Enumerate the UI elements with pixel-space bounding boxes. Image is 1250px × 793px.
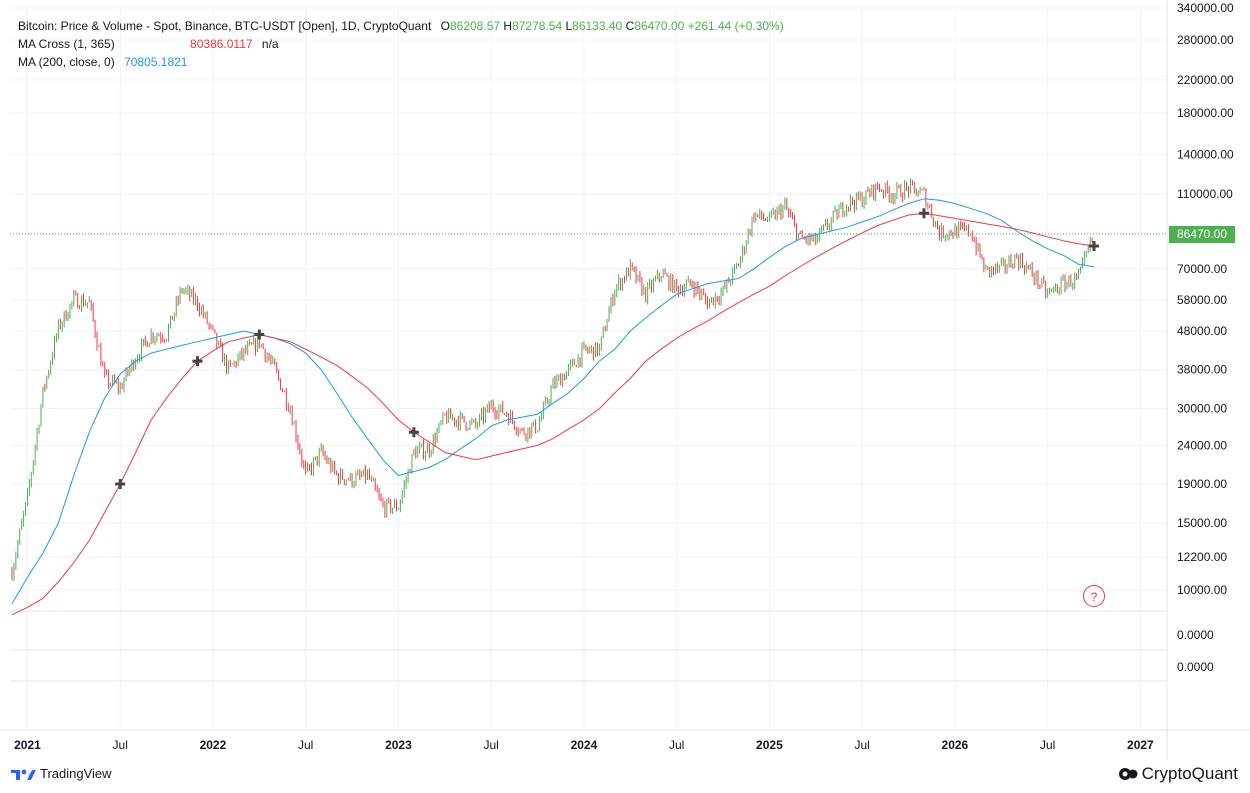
x-tick-label: 2023 (385, 738, 412, 752)
x-tick-label: 2025 (756, 738, 783, 752)
y-tick-label: 70000.00 (1177, 262, 1227, 276)
sub-pane-tick-label: 0.0000 (1177, 660, 1214, 674)
pane-separators (0, 0, 1250, 760)
y-tick-label: 140000.00 (1177, 147, 1234, 161)
low-label: L (565, 19, 573, 33)
cross-marker (192, 356, 203, 367)
ma-cross-label: MA Cross (1, 365) (18, 37, 115, 51)
y-tick-label: 48000.00 (1177, 324, 1227, 338)
open-value: 86208.57 (449, 19, 501, 33)
high-label: H (503, 19, 513, 33)
x-tick-label: 2024 (571, 738, 598, 752)
x-tick-label: Jul (298, 738, 313, 752)
cryptoquant-logo: CryptoQuant (1118, 764, 1238, 784)
ma-cross-line (11, 212, 1095, 616)
x-tick-label: 2026 (942, 738, 969, 752)
tradingview-text: TradingView (40, 766, 112, 781)
cross-marker (1089, 240, 1099, 251)
help-button[interactable]: ? (1083, 585, 1105, 607)
x-tick-label: 2027 (1127, 738, 1154, 752)
x-tick-label: 2022 (200, 738, 227, 752)
y-tick-label: 10000.00 (1177, 583, 1227, 597)
ma-value: 70805.1821 (124, 55, 188, 69)
cross-marker (408, 427, 419, 438)
low-value: 86133.40 (572, 19, 623, 33)
last-price-tag: 86470.00 (1169, 225, 1235, 243)
legend-ohlc: O86208.57 H87278.54 L86133.40 C86470.00 … (441, 19, 784, 33)
x-tick-label: Jul (854, 738, 869, 752)
open-label: O (440, 19, 450, 33)
y-tick-label: 58000.00 (1177, 293, 1227, 307)
legend-ma-cross-row[interactable]: MA Cross (1, 365) 80386.0117 n/a (18, 35, 784, 53)
cryptoquant-text: CryptoQuant (1141, 764, 1238, 783)
price-candles (11, 178, 1093, 582)
change-value: +261.44 (+0.30%) (687, 19, 784, 33)
x-tick-label: Jul (113, 738, 128, 752)
tradingview-icon (11, 769, 36, 780)
y-tick-label: 340000.00 (1177, 1, 1234, 15)
ma-cross-value: 80386.0117 (190, 37, 253, 51)
legend-main-title: Bitcoin: Price & Volume - Spot, Binance,… (18, 19, 432, 33)
price-axis[interactable]: 340000.00 280000.00 220000.00 180000.00 1400… (1177, 1, 1234, 674)
ma-cross-na: n/a (261, 37, 279, 51)
x-tick-label: Jul (669, 738, 684, 752)
x-tick-label: Jul (483, 738, 498, 752)
chart-legend: Bitcoin: Price & Volume - Spot, Binance,… (18, 17, 784, 71)
cross-marker (115, 478, 126, 489)
close-value: 86470.00 (634, 19, 685, 33)
y-tick-label: 110000.00 (1177, 187, 1233, 201)
sub-pane-tick-label: 0.0000 (1177, 628, 1214, 642)
x-tick-label: Jul (1040, 738, 1055, 752)
grid (10, 7, 1167, 730)
cross-markers (115, 208, 1099, 489)
legend-main-row[interactable]: Bitcoin: Price & Volume - Spot, Binance,… (18, 17, 784, 35)
y-tick-label: 15000.00 (1177, 516, 1227, 530)
y-tick-label: 280000.00 (1177, 33, 1234, 47)
high-value: 87278.54 (512, 19, 563, 33)
cross-marker (918, 208, 929, 219)
cross-marker (254, 329, 265, 340)
ma200-line (11, 198, 1095, 604)
y-tick-label: 38000.00 (1177, 363, 1227, 377)
y-tick-label: 24000.00 (1177, 438, 1227, 452)
y-tick-label: 180000.00 (1177, 106, 1234, 120)
time-axis[interactable]: 2021 Jul 2022 Jul 2023 Jul 2024 Jul 2025 Jul 2026 J… (14, 738, 1154, 752)
tradingview-logo[interactable]: TradingView (10, 766, 112, 781)
legend-ma-row[interactable]: MA (200, close, 0) 70805.1821 (18, 53, 784, 71)
cryptoquant-icon (1118, 768, 1138, 780)
ma-label: MA (200, close, 0) (18, 55, 115, 69)
close-label: C (625, 19, 635, 33)
indicator-lines (11, 198, 1095, 616)
y-tick-label: 220000.00 (1177, 73, 1234, 87)
x-tick-label: 2021 (14, 738, 41, 752)
y-tick-label: 19000.00 (1177, 477, 1227, 491)
y-tick-label: 12200.00 (1177, 550, 1227, 564)
y-tick-label: 30000.00 (1177, 402, 1227, 416)
